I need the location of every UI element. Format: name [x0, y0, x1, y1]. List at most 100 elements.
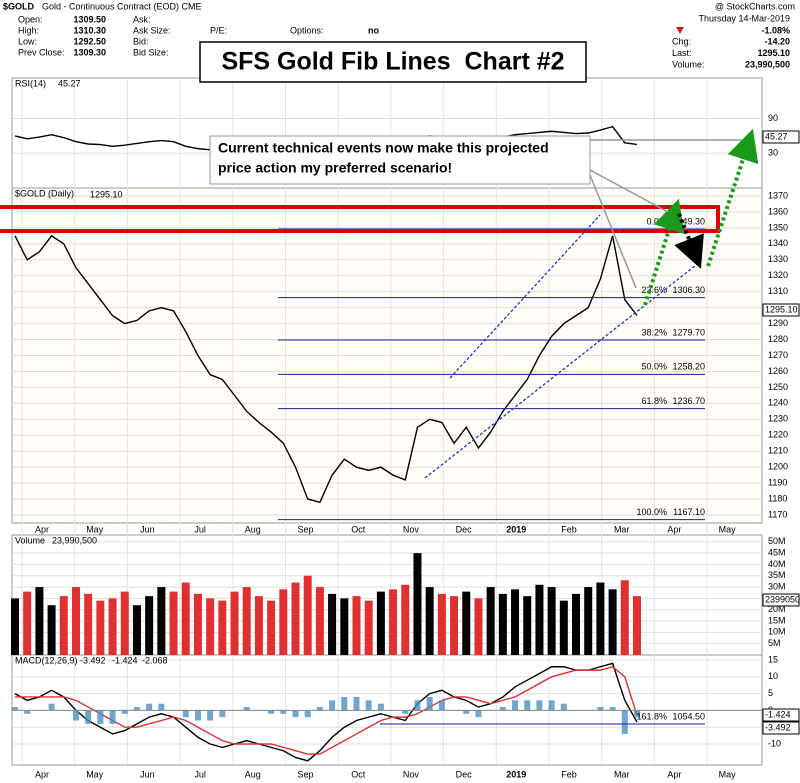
- fib-level: 100.0%: [636, 507, 667, 517]
- description: Gold - Continuous Contract (EOD) CME: [42, 1, 202, 11]
- histogram-bar: [560, 703, 567, 711]
- y-tick-label: 20M: [768, 604, 786, 614]
- y-tick-label: -10: [768, 738, 781, 748]
- plot-layer: Open: 1309.50 High: 1310.30 Low: 1292.50 Prev …: [11, 14, 790, 779]
- channel-upper: [449, 214, 601, 379]
- y-tick-label: 90: [768, 113, 778, 123]
- current-value: 1295.10: [765, 304, 798, 314]
- panel-label-value: 23,990,500: [52, 535, 97, 545]
- fib-value: 1167.10: [673, 507, 705, 517]
- x-tick-label: Mar: [614, 769, 630, 779]
- volume-bar: [157, 587, 166, 655]
- y-tick-label: 1220: [768, 430, 788, 440]
- current-value-box: [762, 593, 800, 607]
- macd-fib-level: 161.8%: [636, 711, 667, 721]
- field-label: Ask Size:: [133, 25, 171, 35]
- stat-label: Chg:: [672, 36, 691, 46]
- histogram-bar: [158, 703, 165, 711]
- volume-bar: [303, 575, 312, 655]
- current-value: -1.424: [765, 709, 791, 719]
- volume-bar: [352, 596, 361, 655]
- panel-label-value: -1.424: [112, 655, 138, 665]
- histogram-bar: [438, 700, 445, 711]
- stat-value: 1295.10: [757, 48, 790, 58]
- histogram-bar: [463, 710, 470, 714]
- volume-bar: [242, 587, 251, 655]
- symbol: $GOLD: [3, 1, 35, 11]
- down-triangle: [676, 27, 684, 34]
- fib-level: 61.8%: [641, 396, 667, 406]
- annotation-box: [209, 135, 591, 185]
- current-value-box: [762, 303, 800, 317]
- resistance-box: [0, 205, 720, 233]
- volume-bar: [413, 553, 422, 655]
- volume-bar: [132, 605, 141, 655]
- field-value: 1310.30: [73, 25, 106, 35]
- histogram-bar: [219, 710, 226, 718]
- y-tick-label: 1340: [768, 238, 788, 248]
- field-label: Prev Close:: [18, 47, 65, 57]
- volume-bar: [254, 596, 263, 655]
- current-value-box: [762, 708, 800, 722]
- volume-bar: [486, 587, 495, 655]
- y-tick-label: 10M: [768, 627, 786, 637]
- volume-bar: [474, 598, 483, 655]
- field-label: High:: [18, 25, 39, 35]
- title-box: [199, 41, 587, 83]
- y-tick-label: 1360: [768, 206, 788, 216]
- histogram-bar: [536, 700, 543, 711]
- histogram-bar: [621, 710, 628, 734]
- histogram-bar: [85, 710, 92, 724]
- histogram-bar: [109, 710, 116, 724]
- x-tick-label: Oct: [351, 524, 366, 534]
- fib-level: 23.6%: [641, 285, 667, 295]
- volume-bar: [559, 600, 568, 655]
- panel-label: $GOLD (Daily): [15, 188, 74, 198]
- panel-label-value: 1295.10: [90, 189, 123, 199]
- histogram-bar: [341, 696, 348, 711]
- field-value: 1309.50: [73, 14, 106, 24]
- fib-value: 1306.30: [672, 285, 705, 295]
- y-tick-label: 15M: [768, 615, 786, 625]
- panel-label: RSI(14): [15, 78, 46, 88]
- y-tick-label: 1250: [768, 382, 788, 392]
- volume-bar: [11, 598, 19, 655]
- volume-bar: [108, 598, 117, 655]
- volume-bar: [596, 582, 605, 655]
- x-tick-label: Nov: [403, 524, 420, 534]
- y-tick-label: 1350: [768, 222, 788, 232]
- panel-label: MACD(12,26,9): [15, 655, 78, 665]
- y-tick-label: 10: [768, 671, 778, 681]
- histogram-bar: [597, 707, 604, 711]
- volume-bar: [23, 591, 32, 655]
- histogram-bar: [548, 700, 555, 711]
- current-value: 23990500: [765, 594, 800, 604]
- y-tick-label: 1260: [768, 366, 788, 376]
- histogram-bar: [512, 700, 519, 711]
- arrow-down: [674, 213, 704, 269]
- y-tick-label: 1210: [768, 446, 788, 456]
- y-tick-label: 40M: [768, 559, 786, 569]
- x-tick-label: Apr: [667, 524, 681, 534]
- histogram-bar: [475, 710, 482, 718]
- panel-label-value: -3.492: [80, 655, 106, 665]
- y-tick-label: 1270: [768, 350, 788, 360]
- field-label: Low:: [18, 36, 37, 46]
- volume-bar: [547, 587, 556, 655]
- volume-bar: [450, 596, 459, 655]
- x-tick-label: 2019: [506, 769, 526, 779]
- volume-bar: [523, 596, 532, 655]
- x-tick-label: May: [86, 769, 104, 779]
- x-tick-label: May: [719, 769, 737, 779]
- field-label: Bid:: [133, 36, 149, 46]
- volume-bar: [462, 591, 471, 655]
- volume-bar: [608, 589, 617, 655]
- fib-value: 1236.70: [672, 396, 705, 406]
- volume-bar: [35, 587, 44, 655]
- x-tick-label: Nov: [403, 769, 420, 779]
- x-tick-label: Jul: [194, 524, 206, 534]
- histogram-bar: [268, 710, 275, 714]
- current-value-box: [762, 130, 800, 144]
- stat-value: 23,990,500: [745, 59, 790, 69]
- y-tick-label: 1240: [768, 398, 788, 408]
